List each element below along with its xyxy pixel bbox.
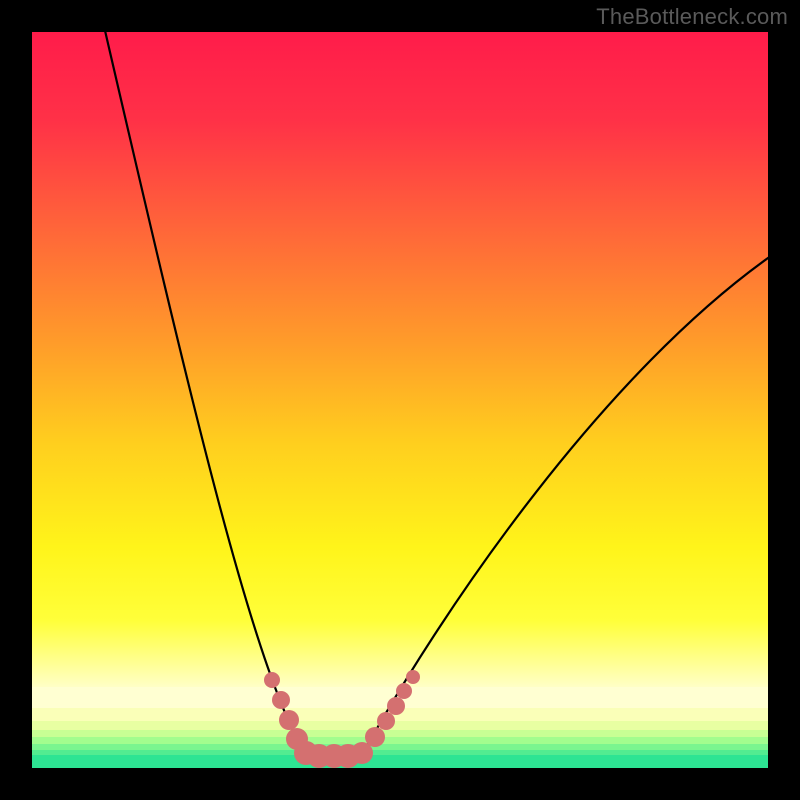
- curve-layer: [32, 32, 768, 768]
- data-marker: [387, 697, 405, 715]
- data-marker: [272, 691, 290, 709]
- data-marker: [365, 727, 385, 747]
- bottleneck-curve: [102, 32, 768, 755]
- data-marker: [396, 683, 412, 699]
- plot-area: [32, 32, 768, 768]
- data-marker: [264, 672, 280, 688]
- watermark-text: TheBottleneck.com: [596, 4, 788, 30]
- data-marker: [406, 670, 420, 684]
